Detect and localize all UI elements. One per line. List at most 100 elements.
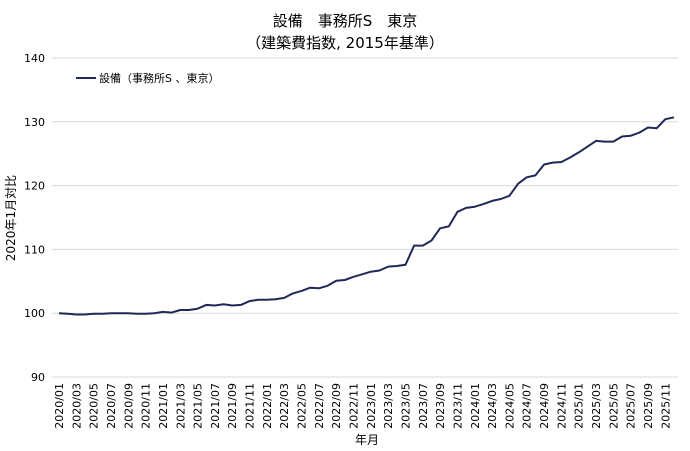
data-point-25 (275, 298, 277, 300)
legend-entry: 設備（事務所S 、東京） (99, 71, 219, 85)
data-point-47 (465, 207, 467, 209)
data-point-33 (344, 279, 346, 281)
data-point-52 (508, 195, 510, 197)
grid-lines (52, 57, 678, 378)
data-point-63 (604, 141, 606, 143)
x-tick-label-10: 2021/09 (226, 383, 239, 429)
x-tick-label-28: 2024/09 (538, 383, 551, 429)
data-point-70 (664, 118, 666, 120)
y-tick-label-3: 120 (24, 180, 45, 193)
data-point-35 (361, 273, 363, 275)
chart-subtitle: （建築費指数, 2015年基準） (246, 34, 444, 52)
data-point-60 (578, 151, 580, 153)
data-point-40 (405, 264, 407, 266)
series-layer (58, 116, 675, 316)
x-tick-label-30: 2025/01 (573, 383, 586, 429)
data-point-8 (127, 312, 129, 314)
x-tick-label-33: 2025/07 (625, 383, 638, 429)
data-point-4 (93, 313, 95, 315)
data-point-67 (638, 132, 640, 134)
data-point-58 (560, 161, 562, 163)
data-point-45 (448, 225, 450, 227)
data-point-13 (171, 312, 173, 314)
data-point-20 (231, 305, 233, 307)
x-tick-label-27: 2024/07 (521, 383, 534, 429)
data-point-1 (67, 313, 69, 315)
x-tick-label-2: 2020/05 (88, 383, 101, 429)
data-point-68 (647, 127, 649, 129)
x-tick-label-12: 2022/01 (261, 383, 274, 429)
data-point-26 (283, 297, 285, 299)
data-point-32 (335, 280, 337, 282)
data-point-61 (586, 146, 588, 148)
data-point-12 (162, 311, 164, 313)
x-tick-label-29: 2024/11 (555, 383, 568, 429)
data-point-21 (240, 304, 242, 306)
x-tick-label-35: 2025/11 (659, 383, 672, 429)
data-point-19 (223, 303, 225, 305)
data-point-54 (526, 176, 528, 178)
x-tick-label-17: 2022/11 (348, 383, 361, 429)
data-point-22 (249, 300, 251, 302)
data-point-10 (145, 313, 147, 315)
x-tick-label-16: 2022/09 (330, 383, 343, 429)
data-point-15 (188, 309, 190, 311)
x-tick-label-8: 2021/05 (192, 383, 205, 429)
x-tick-label-20: 2023/05 (399, 383, 412, 429)
data-point-69 (656, 127, 658, 129)
x-tick-label-14: 2022/05 (296, 383, 309, 429)
data-point-36 (370, 271, 372, 273)
data-point-42 (422, 245, 424, 247)
data-point-39 (396, 265, 398, 267)
data-point-16 (197, 308, 199, 310)
data-point-49 (482, 203, 484, 205)
data-point-43 (431, 240, 433, 242)
data-point-64 (612, 141, 614, 143)
data-point-29 (309, 287, 311, 289)
data-point-57 (552, 162, 554, 164)
x-tick-label-34: 2025/09 (642, 383, 655, 429)
data-point-7 (119, 312, 121, 314)
x-tick-label-3: 2020/07 (105, 383, 118, 429)
chart-title: 設備 事務所S 東京 (273, 12, 418, 30)
data-point-3 (84, 314, 86, 316)
data-point-55 (534, 174, 536, 176)
x-tick-label-25: 2024/03 (486, 383, 499, 429)
data-point-18 (214, 305, 216, 307)
data-point-44 (439, 227, 441, 229)
y-axis-ticks: 90 100 110 120 130 140 (24, 52, 45, 384)
x-tick-label-0: 2020/01 (53, 383, 66, 429)
data-point-62 (595, 140, 597, 142)
data-point-9 (136, 313, 138, 315)
data-point-59 (569, 157, 571, 159)
y-axis-label: 2020年1月対比 (4, 175, 18, 261)
y-tick-label-1: 100 (24, 307, 45, 320)
y-tick-label-4: 130 (24, 116, 45, 129)
x-tick-label-11: 2021/11 (244, 383, 257, 429)
data-point-53 (517, 183, 519, 185)
data-point-71 (673, 116, 675, 118)
y-tick-label-5: 140 (24, 52, 45, 65)
data-point-46 (457, 211, 459, 213)
x-tick-label-32: 2025/05 (607, 383, 620, 429)
x-tick-label-4: 2020/09 (122, 383, 135, 429)
x-tick-label-9: 2021/07 (209, 383, 222, 429)
x-tick-label-6: 2021/01 (157, 383, 170, 429)
data-point-51 (500, 198, 502, 200)
x-axis-label: 年月 (355, 433, 379, 447)
x-tick-label-23: 2023/11 (451, 383, 464, 429)
x-tick-label-26: 2024/05 (503, 383, 516, 429)
data-point-37 (379, 270, 381, 272)
data-point-56 (543, 164, 545, 166)
data-point-2 (75, 314, 77, 316)
data-point-11 (153, 312, 155, 314)
data-point-23 (257, 299, 259, 301)
data-point-31 (327, 285, 329, 287)
x-tick-label-1: 2020/03 (70, 383, 83, 429)
data-point-24 (266, 299, 268, 301)
x-tick-label-5: 2020/11 (140, 383, 153, 429)
x-tick-label-21: 2023/07 (417, 383, 430, 429)
x-tick-label-18: 2023/01 (365, 383, 378, 429)
x-tick-label-22: 2023/09 (434, 383, 447, 429)
